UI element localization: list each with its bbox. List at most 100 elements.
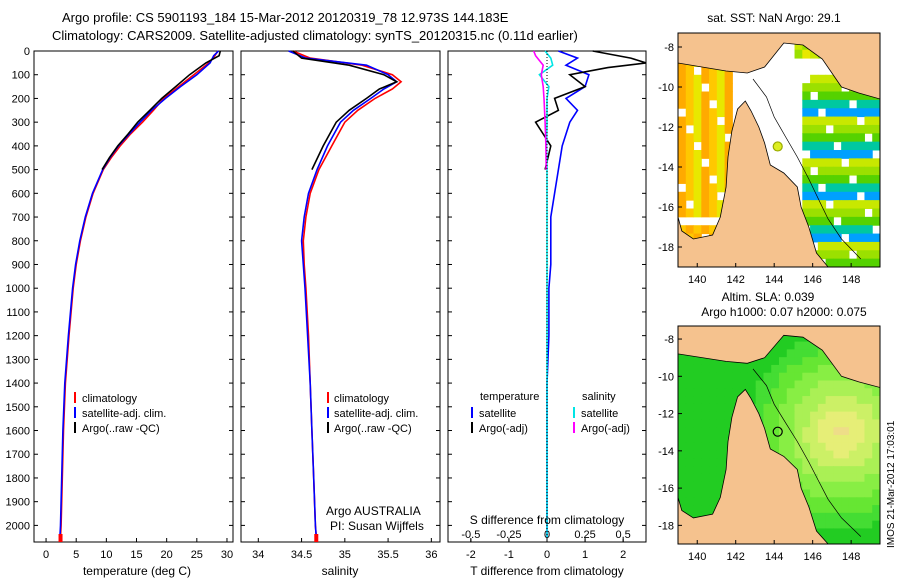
sla_map-cell bbox=[709, 357, 718, 366]
sst_map-cell bbox=[802, 124, 811, 134]
sst_map-cell bbox=[817, 141, 827, 151]
sla_map-cell bbox=[678, 364, 687, 374]
sla_map-cell bbox=[833, 497, 842, 506]
difference-legend-temperature-title: temperature bbox=[480, 391, 539, 403]
sst_map-cell bbox=[701, 116, 710, 126]
sst_map-cell bbox=[833, 183, 842, 193]
sst-map-title: sat. SST: NaN Argo: 29.1 bbox=[707, 11, 841, 25]
depth-tick-label: 1800 bbox=[6, 473, 30, 485]
sla_map-cell bbox=[709, 427, 718, 436]
sla_map-cell bbox=[685, 403, 695, 413]
sla_map-cell bbox=[848, 528, 858, 537]
sst_map-cell bbox=[678, 166, 687, 176]
sst_map-cell bbox=[856, 200, 865, 209]
sla_map-cell bbox=[709, 380, 718, 389]
sst_map-cell bbox=[856, 133, 865, 143]
sst_map-cell bbox=[693, 191, 702, 201]
sst_map-cell bbox=[709, 166, 718, 176]
sla_map-cell bbox=[848, 403, 858, 413]
sla_map-cell bbox=[779, 442, 788, 452]
sst_map-cell bbox=[802, 175, 811, 184]
sst_map-cell bbox=[724, 91, 733, 101]
sst_map-cell bbox=[848, 141, 858, 151]
difference-xtick-label: 0 bbox=[544, 549, 550, 561]
sla_map-cell bbox=[810, 466, 819, 475]
sla_map-cell bbox=[864, 411, 873, 420]
sst_map-cell bbox=[685, 191, 695, 201]
sla_map-cell bbox=[856, 481, 865, 490]
sst_map-cell bbox=[833, 208, 842, 218]
sla_map-cell bbox=[678, 396, 687, 405]
sst_map-cell bbox=[701, 191, 710, 201]
sla_map-argo-marker bbox=[772, 426, 783, 437]
sla_map-cell bbox=[747, 380, 757, 389]
sla_map-cell bbox=[856, 419, 865, 428]
sla_map-cell bbox=[709, 497, 718, 506]
sla_map-cell bbox=[817, 505, 827, 514]
sla_map-cell bbox=[833, 520, 842, 529]
sst_map-cell bbox=[825, 91, 834, 101]
salinity-xtick-label: 34.5 bbox=[291, 549, 312, 561]
sla_map-cell bbox=[701, 497, 710, 506]
sla_map-cell bbox=[794, 411, 803, 420]
sla_map-cell bbox=[794, 427, 803, 436]
sla_map-cell bbox=[802, 435, 811, 444]
sla_map-cell bbox=[709, 458, 718, 467]
sla_map-cell bbox=[810, 380, 819, 389]
sst_map-cell bbox=[817, 74, 827, 84]
depth-tick-label: 1400 bbox=[6, 378, 30, 390]
sst_map-cell bbox=[864, 183, 873, 193]
sst_map-cell bbox=[841, 141, 850, 151]
sla_map-cell bbox=[810, 411, 819, 420]
sst_map-ytick-label: -12 bbox=[658, 122, 674, 134]
sla_map-cell bbox=[794, 396, 803, 405]
sst_map-cell bbox=[872, 233, 880, 243]
sst_map-cell bbox=[864, 258, 873, 267]
sst_map-cell bbox=[817, 83, 827, 92]
sst_map-cell bbox=[716, 91, 726, 101]
sla-map-panel: 140 142 144 146 148 -8 -10 -12 -14 -16 -18 bbox=[658, 325, 881, 563]
sla_map-cell bbox=[817, 512, 827, 522]
sla_map-cell bbox=[701, 450, 710, 459]
sla_map-cell bbox=[856, 450, 865, 459]
sst_map-cell bbox=[701, 208, 710, 218]
sla_map-cell bbox=[701, 372, 710, 381]
sla_map-cell bbox=[724, 419, 733, 428]
sla_map-cell bbox=[755, 364, 764, 374]
sla_map-cell bbox=[825, 450, 834, 459]
sla_map-cell bbox=[848, 481, 858, 490]
sst_map-cell bbox=[833, 241, 842, 251]
sla_map-cell bbox=[794, 419, 803, 428]
sla_map-cell bbox=[825, 372, 834, 381]
depth-tick-label: 800 bbox=[12, 236, 30, 248]
sla_map-cell bbox=[802, 396, 811, 405]
difference-xtick2-label: 0.5 bbox=[616, 529, 631, 541]
sla_map-cell bbox=[716, 372, 726, 381]
sst_map-cell bbox=[833, 150, 842, 159]
sst_map-cell bbox=[701, 166, 710, 176]
sst_map-cell bbox=[872, 191, 880, 201]
sst_map-cell bbox=[872, 216, 880, 226]
sla_map-cell bbox=[794, 333, 803, 343]
sst_map-xtick-label: 148 bbox=[842, 274, 860, 286]
sla_map-cell bbox=[701, 388, 710, 397]
sla_map-ytick-label: -14 bbox=[658, 446, 674, 458]
sst_map-cell bbox=[810, 124, 819, 134]
sst_map-cell bbox=[709, 116, 718, 126]
sst_map-cell bbox=[701, 108, 710, 118]
sst_map-cell bbox=[848, 91, 858, 101]
sst_map-cell bbox=[678, 158, 687, 168]
sla_map-cell bbox=[817, 349, 827, 358]
sst_map-cell bbox=[802, 116, 811, 126]
sla_map-cell bbox=[848, 411, 858, 420]
sla_map-cell bbox=[810, 481, 819, 490]
sla_map-cell bbox=[763, 372, 772, 381]
sla_map-cell bbox=[864, 419, 873, 428]
sst_map-cell bbox=[841, 258, 850, 267]
sla_map-cell bbox=[810, 435, 819, 444]
sst_map-cell bbox=[848, 216, 858, 226]
sla_map-cell bbox=[872, 396, 880, 405]
sst_map-cell bbox=[841, 225, 850, 235]
sst_map-cell bbox=[841, 91, 850, 101]
sst_map-cell bbox=[701, 141, 710, 151]
